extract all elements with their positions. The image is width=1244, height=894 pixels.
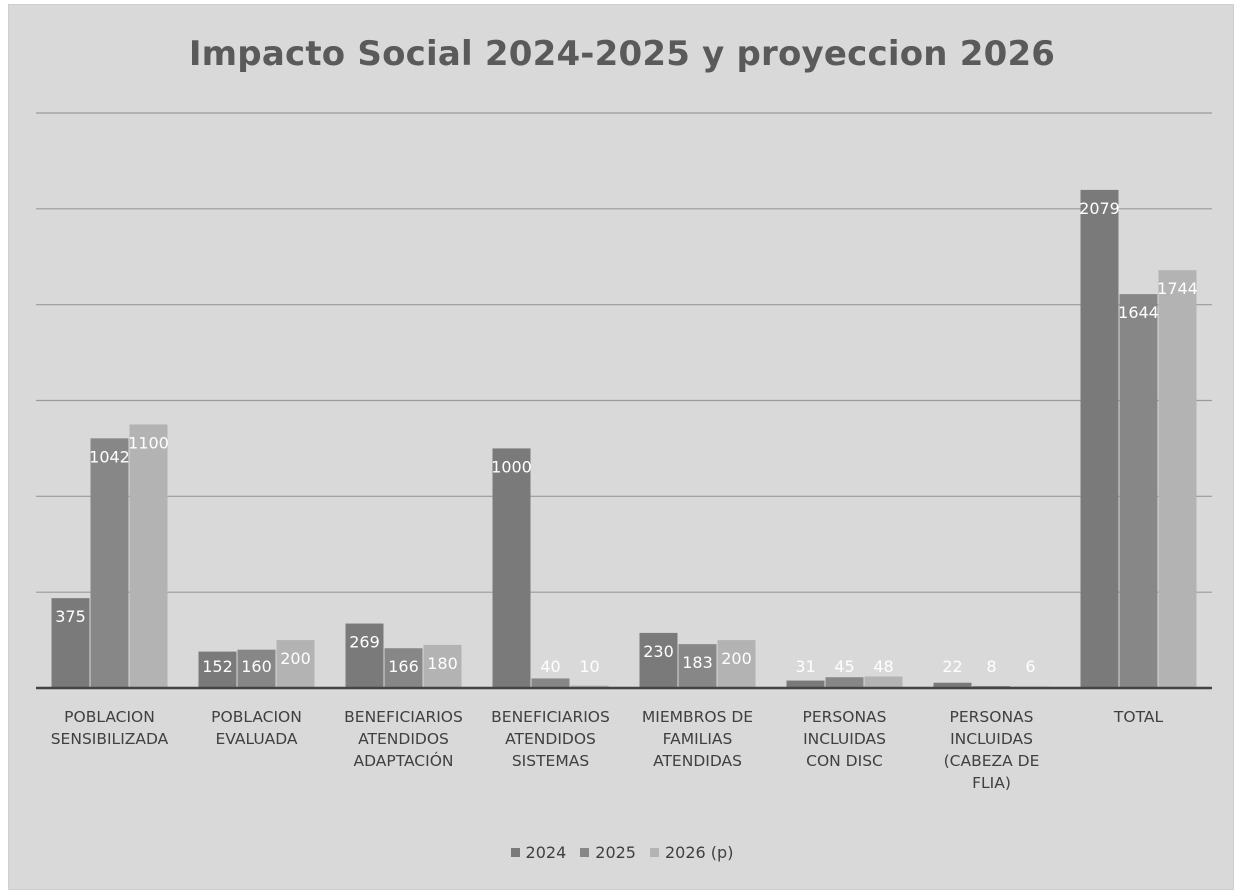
category-label-line: ATENDIDOS: [505, 730, 596, 748]
category-label: TOTAL: [1064, 706, 1214, 728]
category-label-line: TOTAL: [1113, 708, 1164, 726]
category-label-line: ATENDIDAS: [653, 752, 742, 770]
bar: [786, 680, 825, 688]
category-label-line: EVALUADA: [215, 730, 298, 748]
category-label-line: PERSONAS: [802, 708, 887, 726]
category-label: PERSONAS INCLUIDAS (CABEZA DE FLIA): [917, 706, 1067, 794]
data-label: 230: [643, 642, 674, 661]
legend-label: 2024: [525, 843, 567, 862]
legend-item: 2024: [510, 843, 567, 862]
category-label-line: INCLUIDAS: [950, 730, 1033, 748]
data-label: 10: [579, 657, 599, 676]
data-label: 152: [202, 657, 233, 676]
category-label: MIEMBROS DE FAMILIAS ATENDIDAS: [623, 706, 773, 772]
category-label-line: PERSONAS: [949, 708, 1034, 726]
data-label: 180: [427, 654, 458, 673]
bar: [639, 632, 678, 688]
data-label: 31: [795, 657, 815, 676]
category-label-line: INCLUIDAS: [803, 730, 886, 748]
category-label-line: POBLACION: [64, 708, 155, 726]
category-label-line: SISTEMAS: [511, 752, 590, 770]
bar: [717, 640, 756, 688]
data-label: 200: [721, 649, 752, 668]
data-label: 1744: [1157, 279, 1198, 298]
bar: [384, 648, 423, 688]
bar: [345, 623, 384, 688]
category-label-line: (CABEZA DE: [943, 752, 1040, 770]
bar: [129, 424, 168, 688]
bar: [864, 676, 903, 688]
category-label: POBLACION SENSIBILIZADA: [35, 706, 185, 750]
legend-swatch: [649, 848, 659, 857]
data-label: 1042: [89, 447, 130, 466]
data-label: 40: [540, 657, 560, 676]
data-label: 22: [942, 657, 962, 676]
bar: [825, 677, 864, 688]
bar: [531, 678, 570, 688]
bar: [1158, 270, 1197, 688]
gridlines: [36, 112, 1212, 593]
chart-area: [8, 4, 1234, 890]
category-label-line: BENEFICIARIOS: [491, 708, 610, 726]
data-label: 166: [388, 657, 419, 676]
category-label: BENEFICIARIOS ATENDIDOS ADAPTACIÓN: [329, 706, 479, 772]
data-label: 2079: [1079, 199, 1120, 218]
data-label: 1000: [491, 457, 532, 476]
data-label: 183: [682, 653, 713, 672]
legend-item: 2026 (p): [649, 843, 734, 862]
bar: [492, 448, 531, 688]
category-label: POBLACION EVALUADA: [182, 706, 332, 750]
bar: [276, 640, 315, 688]
bar: [423, 644, 462, 688]
data-label: 160: [241, 657, 272, 676]
category-label-line: FLIA): [972, 774, 1011, 792]
bar: [1080, 189, 1119, 688]
category-label: PERSONAS INCLUIDAS CON DISC: [770, 706, 920, 772]
category-label-line: FAMILIAS: [662, 730, 733, 748]
bars: [51, 189, 1197, 688]
legend-item: 2025: [580, 843, 636, 862]
data-label: 1644: [1118, 303, 1159, 322]
category-label-line: CON DISC: [806, 752, 883, 770]
category-label-line: POBLACION: [211, 708, 302, 726]
chart-title: Impacto Social 2024-2025 y proyeccion 20…: [188, 34, 1056, 74]
legend-label: 2026 (p): [664, 843, 734, 862]
category-label-line: BENEFICIARIOS: [344, 708, 463, 726]
category-label-line: ATENDIDOS: [358, 730, 449, 748]
category-label-line: SENSIBILIZADA: [50, 730, 169, 748]
bar: [678, 644, 717, 688]
bar: [933, 682, 972, 688]
data-label: 1100: [128, 433, 169, 452]
legend-label: 2025: [595, 843, 636, 862]
bar: [237, 649, 276, 688]
category-label-line: MIEMBROS DE: [641, 708, 754, 726]
data-label: 6: [1025, 657, 1035, 676]
bar: [90, 438, 129, 688]
data-label: 375: [55, 607, 86, 626]
category-label-line: ADAPTACIÓN: [353, 752, 454, 770]
category-label: BENEFICIARIOS ATENDIDOS SISTEMAS: [476, 706, 626, 772]
data-label: 269: [349, 633, 380, 652]
data-label: 8: [986, 657, 996, 676]
data-label: 45: [834, 657, 854, 676]
bar: [51, 598, 90, 688]
data-label: 200: [280, 649, 311, 668]
bar: [198, 651, 237, 688]
legend-swatch: [510, 848, 520, 857]
bar: [1119, 294, 1158, 688]
legend: 2024 2025 2026 (p): [0, 843, 1244, 862]
legend-swatch: [580, 848, 590, 857]
data-label: 48: [873, 657, 893, 676]
